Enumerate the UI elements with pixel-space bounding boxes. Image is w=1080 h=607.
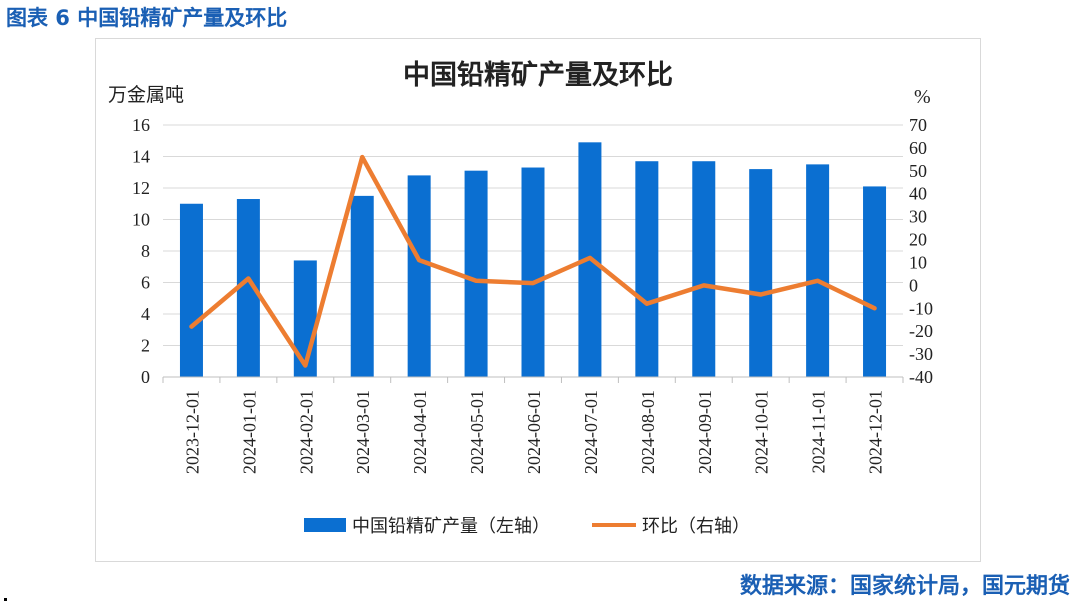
category-label: 2024-04-01 xyxy=(410,390,430,474)
category-label: 2024-05-01 xyxy=(467,390,487,474)
category-label: 2024-02-01 xyxy=(296,390,316,474)
tick-labels: 0246810121416-40-30-20-10010203040506070… xyxy=(132,115,933,474)
right-tick-label: -10 xyxy=(909,298,933,318)
chart-frame xyxy=(95,38,981,562)
axes xyxy=(162,376,904,383)
left-tick-label: 6 xyxy=(141,273,150,293)
right-tick-label: -20 xyxy=(909,321,933,341)
left-axis-unit: 万金属吨 xyxy=(108,84,184,106)
category-label: 2024-06-01 xyxy=(524,390,544,474)
line-mom xyxy=(189,154,877,368)
legend-bar-swatch xyxy=(304,518,346,532)
category-label: 2024-12-01 xyxy=(866,390,886,474)
left-tick-label: 16 xyxy=(132,115,150,135)
bar xyxy=(407,175,431,377)
bar-series xyxy=(179,142,887,377)
chart-title: 中国铅精矿产量及环比 xyxy=(403,59,673,91)
right-tick-label: 70 xyxy=(909,115,927,135)
bar xyxy=(692,161,716,377)
stray-dot xyxy=(4,598,7,601)
legend-line-label: 环比（右轴） xyxy=(642,516,750,537)
category-label: 2024-09-01 xyxy=(695,390,715,474)
source-note: 数据来源：国家统计局，国元期货 xyxy=(739,574,1070,599)
category-label: 2024-01-01 xyxy=(239,390,259,474)
category-label: 2024-11-01 xyxy=(809,390,829,473)
right-tick-label: 30 xyxy=(909,207,927,227)
right-axis-unit: % xyxy=(914,86,931,108)
category-label: 2024-08-01 xyxy=(638,390,658,474)
bar xyxy=(635,161,659,377)
bar xyxy=(749,169,773,377)
category-label: 2024-03-01 xyxy=(353,390,373,474)
legend: 中国铅精矿产量（左轴） 环比（右轴） xyxy=(304,516,750,537)
bar xyxy=(806,164,830,377)
bar xyxy=(350,195,374,377)
right-tick-label: 0 xyxy=(909,275,918,295)
left-tick-label: 10 xyxy=(132,210,150,230)
line-series xyxy=(189,154,877,368)
right-tick-label: 20 xyxy=(909,230,927,250)
bar xyxy=(179,203,203,377)
right-tick-label: -40 xyxy=(909,367,933,387)
category-label: 2024-10-01 xyxy=(752,390,772,474)
bar xyxy=(464,170,488,377)
bar xyxy=(863,186,887,377)
right-tick-label: 60 xyxy=(909,138,927,158)
category-label: 2023-12-01 xyxy=(182,390,202,474)
category-label: 2024-07-01 xyxy=(581,390,601,474)
left-tick-label: 14 xyxy=(132,147,150,167)
right-tick-label: 40 xyxy=(909,184,927,204)
right-tick-label: 50 xyxy=(909,161,927,181)
left-tick-label: 12 xyxy=(132,178,150,198)
right-tick-label: -30 xyxy=(909,344,933,364)
left-tick-label: 2 xyxy=(141,336,150,356)
left-tick-label: 0 xyxy=(141,367,150,387)
right-tick-label: 10 xyxy=(909,252,927,272)
bar xyxy=(236,199,260,377)
left-tick-label: 8 xyxy=(141,241,150,261)
figure-caption: 图表 6 中国铅精矿产量及环比 xyxy=(6,6,288,30)
left-tick-label: 4 xyxy=(141,304,150,324)
legend-bar-label: 中国铅精矿产量（左轴） xyxy=(352,516,550,537)
bar xyxy=(521,167,545,377)
